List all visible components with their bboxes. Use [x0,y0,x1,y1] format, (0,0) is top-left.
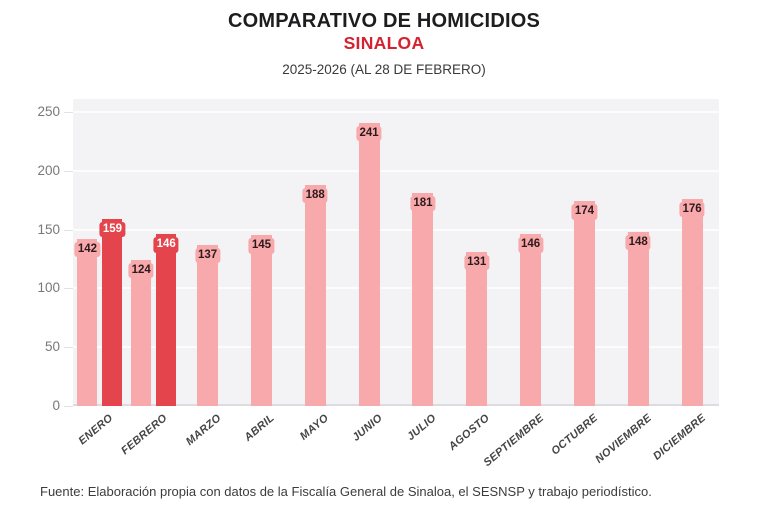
y-tick-mark [64,229,73,231]
x-axis-label-noviembre: NOVIEMBRE [593,412,654,466]
y-tick-label-200: 200 [37,162,60,178]
bar-value-label-2025-junio: 241 [356,125,382,141]
gridline-100 [73,287,719,290]
y-tick-label-100: 100 [37,280,60,296]
bar-2025-julio: 181 [410,193,436,406]
bar-2025-marzo: 137 [194,244,221,406]
bar-value-label-2025-febrero: 124 [128,263,154,279]
y-tick-label-50: 50 [44,339,60,355]
y-tick-label-0: 0 [52,398,60,413]
bar-2025-septiembre: 146 [517,234,544,406]
bar-value-label-2025-diciembre: 176 [679,202,705,218]
y-tick-mark [64,406,73,407]
bar-2026-enero: 159 [99,219,125,406]
bar-value-label-2026-febrero: 146 [153,237,179,253]
x-axis-label-junio: JUNIO [350,412,385,444]
x-axis-baseline [73,404,719,406]
bar-2025-agosto: 131 [464,251,490,406]
y-tick-mark [64,112,73,113]
month-slot-octubre: 174 [558,99,612,406]
chart-title: COMPARATIVO DE HOMICIDIOS [227,10,541,32]
x-axis-label-mayo: MAYO [297,412,331,443]
chart-period: 2025-2026 (AL 28 DE FEBRERO) [282,62,486,77]
bar-2025-junio: 241 [356,122,382,406]
month-slot-diciembre: 176 [665,99,719,406]
month-slot-noviembre: 148 [611,99,665,406]
month-slot-marzo: 137 [181,99,235,406]
month-slot-junio: 241 [342,99,396,406]
bar-2025-abril: 145 [248,235,274,406]
month-slot-mayo: 188 [288,99,342,406]
month-slot-julio: 181 [396,99,450,406]
plot-area: 142 159 124 146 137 145 188 241 181 131 146 174 148 1… [73,99,719,406]
x-axis-label-febrero: FEBRERO [118,412,170,458]
bar-value-label-2025-septiembre: 146 [517,237,544,253]
month-slot-febrero: 124 146 [127,99,181,406]
month-slot-abril: 145 [235,99,289,406]
x-axis-label-octubre: OCTUBRE [549,412,601,458]
bar-value-label-2025-octubre: 174 [571,204,597,220]
x-axis-label-abril: ABRIL [242,412,278,444]
x-axis-label-marzo: MARZO [183,412,224,449]
month-slot-septiembre: 146 [504,99,558,406]
y-tick-label-250: 250 [37,104,60,119]
bar-2025-febrero: 124 [128,260,154,406]
gridline-50 [73,346,719,349]
month-slot-agosto: 131 [450,99,504,406]
bar-2025-octubre: 174 [571,201,597,406]
gridline-150 [73,228,719,231]
bar-2025-enero: 142 [74,239,100,406]
bar-value-label-2026-enero: 159 [99,222,125,238]
source-note: Fuente: Elaboración propia con datos de … [40,484,652,499]
x-axis-label-julio: JULIO [404,412,439,443]
gridline-200 [73,169,719,172]
bar-value-label-2025-marzo: 137 [194,247,221,264]
bar-value-label-2025-julio: 181 [410,196,436,212]
bar-2025-mayo: 188 [302,184,328,406]
chart-subtitle: SINALOA [343,33,425,53]
y-tick-mark [64,347,73,349]
bar-value-label-2025-noviembre: 148 [625,234,651,251]
bar-value-label-2025-agosto: 131 [464,254,490,271]
y-tick-label-150: 150 [37,221,60,237]
bar-2025-diciembre: 176 [679,199,705,406]
x-axis-label-enero: ENERO [76,412,116,448]
x-axis-label-diciembre: DICIEMBRE [650,412,708,463]
month-slot-enero: 142 159 [73,99,127,406]
y-tick-mark [64,288,73,290]
x-axis-label-agosto: AGOSTO [446,412,493,453]
bar-2025-noviembre: 148 [625,231,651,406]
bar-2026-febrero: 146 [153,234,179,406]
y-tick-mark [64,170,73,172]
gridline-250 [73,111,719,113]
bar-value-label-2025-abril: 145 [248,238,274,254]
bar-value-label-2025-mayo: 188 [302,187,328,204]
bar-value-label-2025-enero: 142 [74,242,100,258]
